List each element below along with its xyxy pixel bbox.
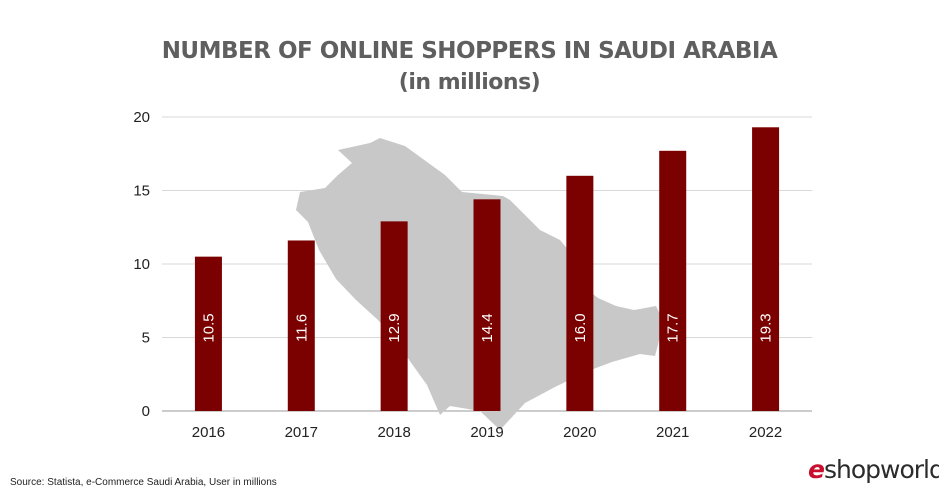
y-tick-label: 5 [142,330,150,347]
bar-value-label: 11.6 [293,314,310,342]
bar-2019 [473,199,501,411]
source-note: Source: Statista, e-Commerce Saudi Arabi… [10,477,277,488]
logo-e: e [808,455,825,484]
bar-2022 [752,127,780,411]
x-tick-label: 2021 [656,424,689,441]
bar-value-label: 14.4 [479,313,496,342]
x-tick-label: 2020 [563,424,596,441]
bar-2021 [659,150,687,411]
x-tick-label: 2016 [192,424,225,441]
y-tick-label: 0 [142,403,150,420]
y-tick-label: 15 [133,183,150,200]
eshopworld-logo: eshopworld [808,455,939,484]
x-axis: 2016 2017 2018 2019 2020 2021 2022 [192,424,783,441]
logo-text: shopworld [823,455,939,484]
x-tick-label: 2017 [285,424,318,441]
x-tick-label: 2019 [470,424,503,441]
bar-2017 [287,240,315,411]
bar-value-label: 16.0 [572,313,589,342]
bar-2020 [566,175,594,411]
y-tick-label: 10 [133,256,150,273]
bar-value-label: 12.9 [386,313,403,342]
bar-value-label: 17.7 [665,313,682,342]
bar-value-label: 10.5 [200,313,217,342]
chart-title: NUMBER OF ONLINE SHOPPERS IN SAUDI ARABI… [161,38,778,64]
bar-2018 [380,221,408,411]
bar-value-label: 19.3 [758,313,775,342]
y-tick-label: 20 [133,109,150,126]
chart-subtitle: (in millions) [398,70,541,95]
x-tick-label: 2018 [377,424,410,441]
bar-2016 [194,256,222,411]
y-axis: 0 5 10 15 20 [133,109,150,420]
bars: 10.5 11.6 12.9 14.4 16.0 17.7 19.3 [194,127,780,411]
x-tick-label: 2022 [749,424,782,441]
